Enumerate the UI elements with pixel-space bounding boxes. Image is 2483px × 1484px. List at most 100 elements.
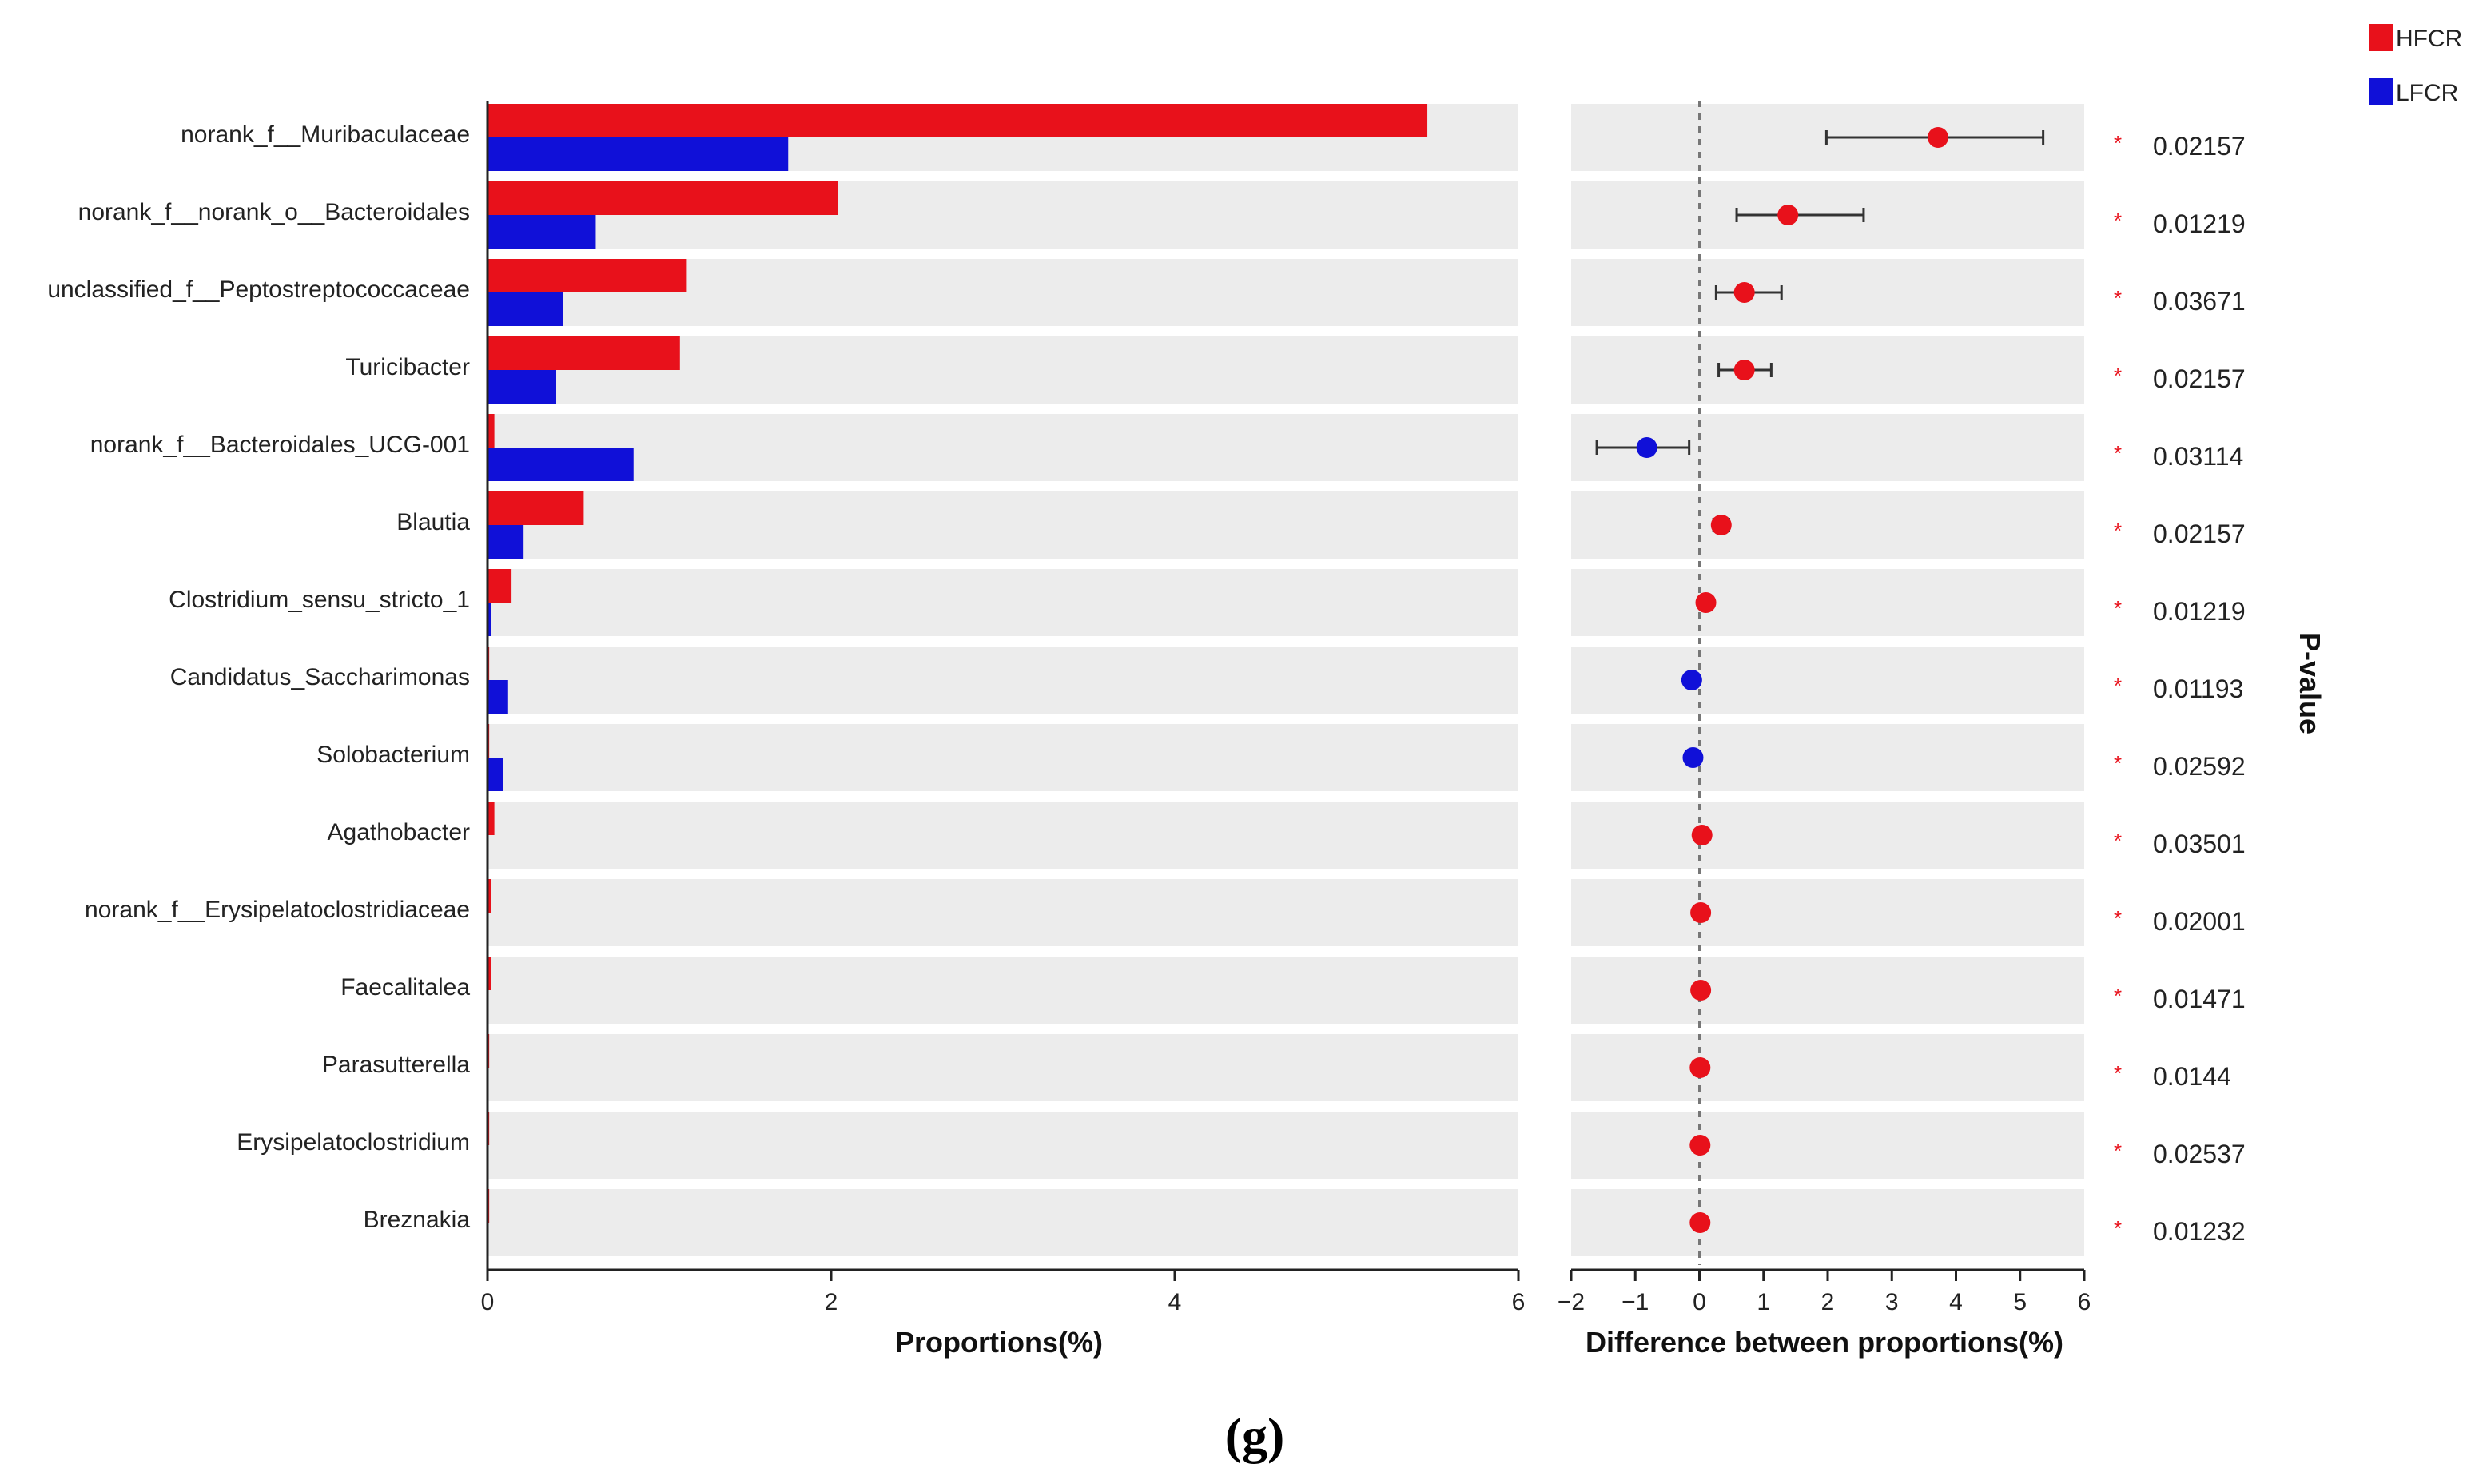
significance-star: * xyxy=(2114,441,2122,465)
bar-lfcr-turicibacter xyxy=(487,370,556,404)
p-value-breznakia: 0.01232 xyxy=(2153,1217,2246,1246)
point-turicibacter xyxy=(1733,360,1755,380)
difference-row-bands xyxy=(1571,104,2084,1256)
point-norank-f-norank-o-bacteroidales xyxy=(1777,205,1799,225)
significance-star: * xyxy=(2114,286,2122,310)
p-value-erysipelatoclostridium: 0.02537 xyxy=(2153,1140,2246,1168)
p-value-unclassified-f-peptostreptococcaceae: 0.03671 xyxy=(2153,287,2246,316)
category-label-candidatus-saccharimonas: Candidatus_Saccharimonas xyxy=(170,664,470,690)
category-label-agathobacter: Agathobacter xyxy=(328,819,470,845)
bar-lfcr-unclassified-f-peptostreptococcaceae xyxy=(487,292,563,326)
proportions-tick-label: 0 xyxy=(481,1289,495,1315)
bar-hfcr-norank-f-muribaculaceae xyxy=(487,104,1428,137)
p-value-faecalitalea: 0.01471 xyxy=(2153,985,2246,1013)
category-label-clostridium-sensu-stricto-1: Clostridium_sensu_stricto_1 xyxy=(169,587,470,613)
bar-hfcr-blautia xyxy=(487,491,584,525)
significance-star: * xyxy=(2114,674,2122,698)
significance-star: * xyxy=(2114,519,2122,543)
difference-tick-label: 2 xyxy=(1821,1289,1835,1315)
point-candidatus-saccharimonas xyxy=(1681,670,1702,690)
difference-tick-label: −1 xyxy=(1622,1289,1649,1315)
category-label-breznakia: Breznakia xyxy=(364,1207,471,1233)
row-band-right xyxy=(1571,724,2084,791)
difference-tick-label: 5 xyxy=(2013,1289,2027,1315)
p-value-agathobacter: 0.03501 xyxy=(2153,830,2246,858)
significance-star: * xyxy=(2114,131,2122,155)
bar-hfcr-agathobacter xyxy=(487,802,495,835)
row-band-right xyxy=(1571,647,2084,714)
row-band-left xyxy=(487,647,1518,714)
bar-lfcr-blautia xyxy=(487,525,524,559)
significance-star: * xyxy=(2114,1139,2122,1163)
category-label-norank-f-muribaculaceae: norank_f__Muribaculaceae xyxy=(181,121,470,148)
p-value-candidatus-saccharimonas: 0.01193 xyxy=(2153,674,2243,703)
p-value-axis-title: P-value xyxy=(2294,632,2326,734)
difference-tick-label: 6 xyxy=(2078,1289,2091,1315)
significance-star: * xyxy=(2114,906,2122,930)
p-value-norank-f-bacteroidales-ucg-001: 0.03114 xyxy=(2153,442,2243,471)
p-value-turicibacter: 0.02157 xyxy=(2153,364,2246,393)
point-solobacterium xyxy=(1682,747,1704,768)
p-value-solobacterium: 0.02592 xyxy=(2153,752,2246,781)
point-agathobacter xyxy=(1691,825,1713,845)
bar-hfcr-norank-f-norank-o-bacteroidales xyxy=(487,181,838,215)
significance-star: * xyxy=(2114,829,2122,853)
significance-star: * xyxy=(2114,596,2122,620)
bar-lfcr-clostridium-sensu-stricto-1 xyxy=(487,603,491,636)
point-erysipelatoclostridium xyxy=(1689,1135,1711,1156)
point-norank-f-erysipelatoclostridiaceae xyxy=(1690,902,1712,923)
row-band-left xyxy=(487,1189,1518,1256)
row-band-right xyxy=(1571,259,2084,326)
category-label-turicibacter: Turicibacter xyxy=(345,354,470,380)
p-value-labels: * 0.02157 * 0.01219 * 0.03671 * 0.02157 * 0.03114… xyxy=(2114,131,2246,1246)
legend-swatch-hfcr xyxy=(2369,24,2393,51)
bar-hfcr-norank-f-bacteroidales-ucg-001 xyxy=(487,414,495,448)
category-label-unclassified-f-peptostreptococcaceae: unclassified_f__Peptostreptococcaceae xyxy=(47,277,470,303)
bar-lfcr-candidatus-saccharimonas xyxy=(487,680,508,714)
row-band-left xyxy=(487,569,1518,636)
significance-star: * xyxy=(2114,751,2122,775)
row-band-right xyxy=(1571,336,2084,404)
point-norank-f-bacteroidales-ucg-001 xyxy=(1636,437,1657,458)
row-band-left xyxy=(487,414,1518,481)
row-band-left xyxy=(487,1112,1518,1179)
significance-star: * xyxy=(2114,209,2122,233)
row-band-left xyxy=(487,724,1518,791)
difference-points xyxy=(1636,127,1949,1233)
bar-hfcr-turicibacter xyxy=(487,336,680,370)
proportions-row-bands xyxy=(487,104,1518,1256)
row-band-right xyxy=(1571,802,2084,869)
row-band-left xyxy=(487,957,1518,1024)
legend-label-lfcr: LFCR xyxy=(2396,80,2458,106)
row-band-right xyxy=(1571,491,2084,559)
proportions-tick-label: 4 xyxy=(1168,1289,1182,1315)
row-band-left xyxy=(487,491,1518,559)
proportions-tick-label: 6 xyxy=(1512,1289,1526,1315)
proportions-tick-label: 2 xyxy=(825,1289,838,1315)
difference-tick-label: 3 xyxy=(1885,1289,1899,1315)
category-label-solobacterium: Solobacterium xyxy=(316,742,470,768)
row-band-right xyxy=(1571,957,2084,1024)
legend-swatch-lfcr xyxy=(2369,78,2393,105)
panel-label: (g) xyxy=(1225,1407,1285,1464)
category-label-norank-f-erysipelatoclostridiaceae: norank_f__Erysipelatoclostridiaceae xyxy=(85,897,470,923)
category-label-blautia: Blautia xyxy=(396,509,470,535)
axes: 0 2 4 6 −2 −1 0 1 2 3 4 5 6 xyxy=(481,101,2091,1315)
proportion-bars xyxy=(487,104,1428,1223)
significance-star: * xyxy=(2114,364,2122,388)
point-breznakia xyxy=(1689,1212,1711,1233)
difference-axis-title: Difference between proportions(%) xyxy=(1586,1326,2063,1359)
p-value-norank-f-norank-o-bacteroidales: 0.01219 xyxy=(2153,209,2246,238)
legend: HFCR LFCR xyxy=(2369,24,2462,106)
bar-hfcr-faecalitalea xyxy=(487,957,491,990)
point-clostridium-sensu-stricto-1 xyxy=(1695,592,1717,613)
row-band-left xyxy=(487,802,1518,869)
legend-label-hfcr: HFCR xyxy=(2396,26,2462,52)
bar-lfcr-solobacterium xyxy=(487,758,503,791)
bar-lfcr-norank-f-muribaculaceae xyxy=(487,137,789,171)
p-value-blautia: 0.02157 xyxy=(2153,519,2246,548)
difference-tick-label: 0 xyxy=(1693,1289,1706,1315)
category-label-faecalitalea: Faecalitalea xyxy=(340,974,470,1001)
category-label-norank-f-norank-o-bacteroidales: norank_f__norank_o__Bacteroidales xyxy=(78,199,470,225)
point-blautia xyxy=(1710,515,1732,535)
